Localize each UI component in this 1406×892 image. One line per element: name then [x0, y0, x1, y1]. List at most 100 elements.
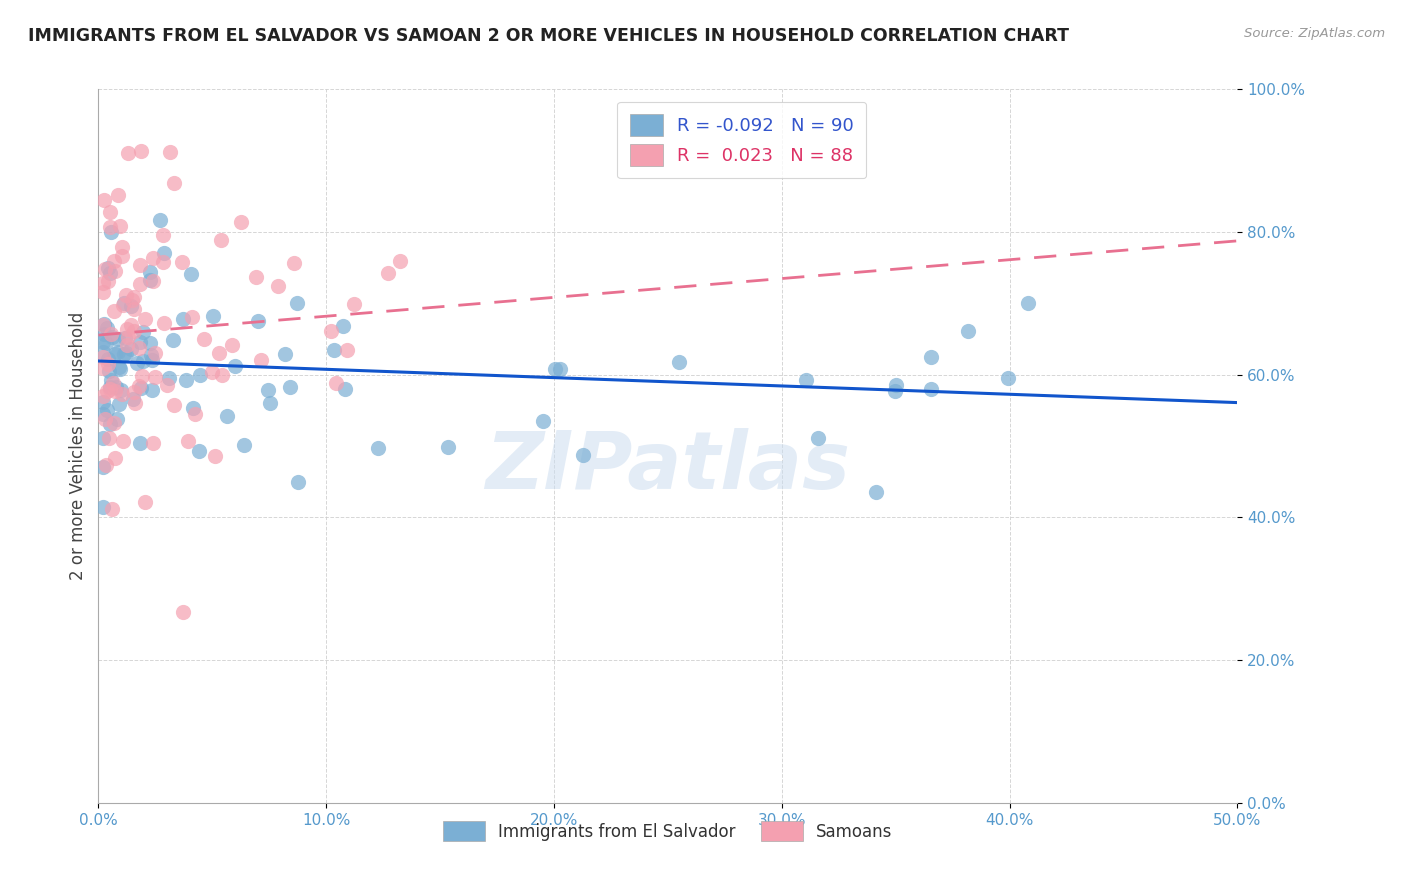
- Point: [103, 304, 125, 318]
- Point: [108, 362, 131, 376]
- Point: [91, 285, 114, 299]
- Point: [111, 297, 134, 311]
- Point: [105, 379, 128, 393]
- Point: [104, 384, 127, 398]
- Point: [91, 361, 114, 376]
- Point: [129, 145, 152, 159]
- Point: [156, 378, 179, 392]
- Point: [110, 240, 132, 254]
- Point: [98, 380, 121, 394]
- Point: [94, 262, 117, 277]
- Point: [128, 379, 150, 393]
- Point: [104, 451, 127, 466]
- Point: [163, 176, 186, 190]
- Point: [141, 435, 163, 450]
- Point: [172, 311, 194, 326]
- Point: [98, 382, 121, 396]
- Point: [159, 145, 181, 159]
- Point: [93, 193, 115, 207]
- Point: [115, 345, 138, 359]
- Point: [91, 350, 114, 364]
- Point: [231, 215, 253, 229]
- Point: [101, 330, 124, 344]
- Point: [548, 361, 571, 376]
- Point: [91, 318, 114, 333]
- Point: [108, 219, 131, 233]
- Point: [117, 330, 139, 344]
- Point: [112, 347, 135, 361]
- Point: [224, 359, 246, 373]
- Point: [256, 384, 278, 398]
- Point: [94, 412, 117, 426]
- Point: [97, 357, 120, 371]
- Point: [124, 396, 146, 410]
- Point: [274, 347, 297, 361]
- Point: [115, 338, 138, 352]
- Point: [388, 254, 411, 268]
- Point: [377, 266, 399, 280]
- Point: [117, 146, 139, 161]
- Point: [152, 227, 174, 242]
- Point: [101, 376, 124, 391]
- Point: [91, 389, 114, 403]
- Point: [91, 335, 114, 350]
- Point: [336, 343, 359, 357]
- Point: [138, 335, 160, 350]
- Point: [96, 384, 118, 398]
- Point: [141, 383, 163, 397]
- Point: [103, 264, 125, 278]
- Point: [97, 352, 120, 367]
- Point: [174, 374, 197, 388]
- Point: [98, 266, 121, 280]
- Point: [139, 348, 162, 362]
- Point: [152, 254, 174, 268]
- Point: [93, 317, 115, 331]
- Point: [101, 501, 124, 516]
- Point: [323, 343, 346, 358]
- Point: [209, 233, 232, 247]
- Point: [122, 384, 145, 399]
- Point: [285, 295, 308, 310]
- Point: [865, 485, 887, 500]
- Point: [232, 438, 254, 452]
- Point: [193, 332, 215, 346]
- Point: [108, 397, 131, 411]
- Point: [956, 324, 979, 338]
- Point: [111, 387, 134, 401]
- Point: [571, 448, 593, 462]
- Point: [184, 407, 207, 421]
- Point: [91, 394, 114, 409]
- Point: [143, 370, 166, 384]
- Point: [283, 256, 305, 270]
- Point: [181, 310, 204, 325]
- Point: [794, 373, 817, 387]
- Point: [114, 331, 136, 345]
- Point: [129, 334, 152, 349]
- Point: [997, 371, 1019, 385]
- Point: [204, 450, 226, 464]
- Point: [321, 324, 343, 338]
- Point: [127, 356, 149, 370]
- Point: [120, 299, 142, 313]
- Y-axis label: 2 or more Vehicles in Household: 2 or more Vehicles in Household: [69, 312, 87, 580]
- Point: [208, 345, 231, 359]
- Point: [128, 258, 150, 272]
- Point: [188, 368, 211, 382]
- Point: [96, 321, 118, 335]
- Point: [120, 318, 142, 333]
- Point: [134, 311, 156, 326]
- Point: [129, 381, 152, 395]
- Point: [105, 411, 128, 425]
- Point: [91, 276, 114, 290]
- Point: [180, 267, 202, 281]
- Point: [98, 417, 121, 432]
- Point: [139, 265, 162, 279]
- Point: [121, 293, 143, 308]
- Point: [142, 251, 165, 265]
- Point: [107, 332, 129, 346]
- Point: [128, 277, 150, 292]
- Point: [124, 324, 146, 338]
- Point: [97, 431, 120, 445]
- Point: [280, 380, 302, 394]
- Point: [335, 382, 357, 396]
